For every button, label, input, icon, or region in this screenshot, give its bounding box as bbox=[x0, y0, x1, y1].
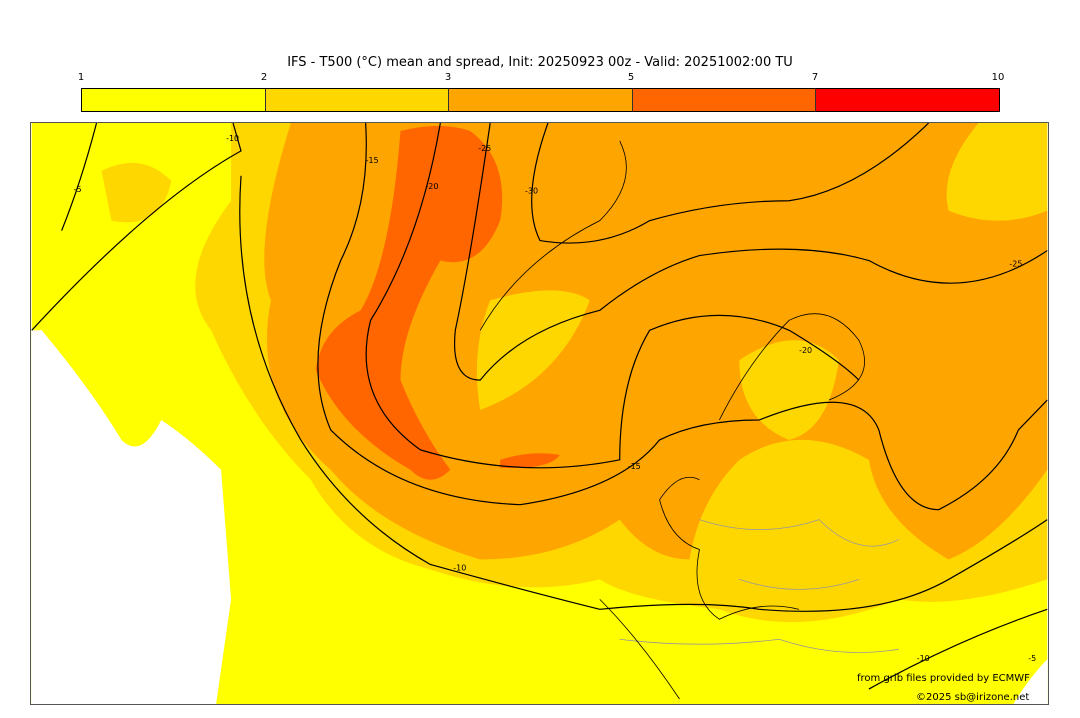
colorbar-tick: 10 bbox=[991, 72, 1005, 83]
no-data-region bbox=[1013, 659, 1048, 704]
no-data-region bbox=[31, 330, 232, 704]
spread-level-2 bbox=[476, 290, 590, 411]
contour-label: -10 bbox=[226, 134, 239, 143]
contour-labels: -10 -5 -15 -20 -25 -30 -25 -20 -15 -10 -… bbox=[74, 134, 1037, 663]
country-borders bbox=[619, 519, 899, 653]
colorbar-tick: 3 bbox=[444, 72, 452, 83]
colorbar-segment bbox=[265, 89, 450, 111]
contour-label: -20 bbox=[425, 182, 438, 191]
contour-label: -15 bbox=[628, 462, 641, 471]
spread-level-2 bbox=[101, 162, 172, 223]
colorbar-tick: 2 bbox=[260, 72, 268, 83]
copyright: ©2025 sb@irizone.net bbox=[916, 692, 1030, 703]
contour-label: -5 bbox=[74, 185, 82, 194]
colorbar bbox=[81, 88, 1000, 112]
map-title: IFS - T500 (°C) mean and spread, Init: 2… bbox=[287, 55, 793, 70]
colorbar-tick: 7 bbox=[811, 72, 819, 83]
spread-level-2 bbox=[739, 340, 839, 440]
spread-map: -10 -5 -15 -20 -25 -30 -25 -20 -15 -10 -… bbox=[30, 122, 1049, 705]
contour-label: -15 bbox=[366, 156, 379, 165]
spread-level-5 bbox=[500, 453, 560, 469]
contour-label: -25 bbox=[1009, 260, 1022, 269]
spread-level-5 bbox=[315, 125, 503, 480]
contour-label: -5 bbox=[1028, 654, 1036, 663]
colorbar-segment bbox=[82, 89, 266, 111]
coastlines bbox=[479, 140, 865, 700]
contour-label: -25 bbox=[478, 144, 491, 153]
colorbar-tick: 1 bbox=[77, 72, 85, 83]
contour-label: -30 bbox=[525, 187, 538, 196]
colorbar-tick: 5 bbox=[627, 72, 635, 83]
colorbar-segment bbox=[632, 89, 817, 111]
contour-label: -20 bbox=[799, 346, 812, 355]
contour-label: -10 bbox=[453, 563, 466, 572]
temperature-contours bbox=[31, 123, 1048, 690]
source-credit: from grib files provided by ECMWF bbox=[857, 673, 1030, 684]
contour-label: -10 bbox=[917, 654, 930, 663]
colorbar-segment bbox=[449, 89, 633, 111]
colorbar-segment bbox=[816, 89, 999, 111]
